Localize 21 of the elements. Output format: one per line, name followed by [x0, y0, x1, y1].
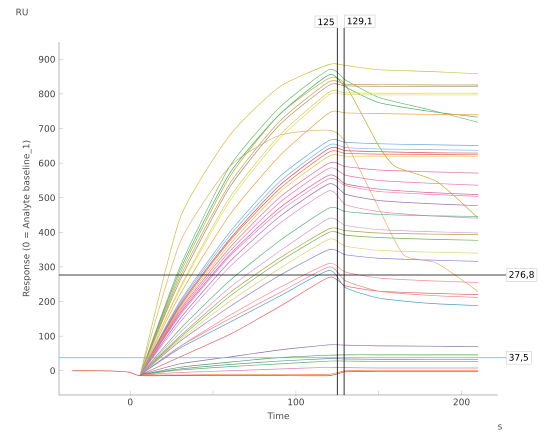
x-axis-title: Time	[267, 412, 290, 420]
y-tick-label: 800	[38, 90, 55, 98]
x-tick-label: 100	[288, 398, 304, 406]
ref-line-label: 129,1	[348, 18, 372, 26]
y-axis-title: Response (0 = Analyte baseline_1)	[22, 140, 32, 296]
y-tick-label: 0	[50, 367, 55, 374]
y-tick-label: 900	[38, 56, 55, 63]
y-tick-label: 200	[38, 298, 55, 305]
y-tick-label: 300	[38, 264, 55, 270]
ref-line-label: 37,5	[509, 354, 528, 362]
y-tick-label: 100	[39, 332, 55, 340]
text: RU	[16, 8, 28, 16]
y-tick-label: 400	[38, 228, 55, 236]
y-tick-label: 500	[38, 194, 55, 202]
x-tick-label: 200	[454, 398, 470, 406]
x-tick-label: 0	[128, 398, 133, 406]
y-tick-label: 700	[39, 125, 55, 132]
y-tick-label: 600	[38, 160, 55, 167]
text: s	[498, 424, 502, 430]
ref-line-label: 276,8	[509, 271, 534, 279]
ref-line-label: 125	[318, 18, 334, 26]
